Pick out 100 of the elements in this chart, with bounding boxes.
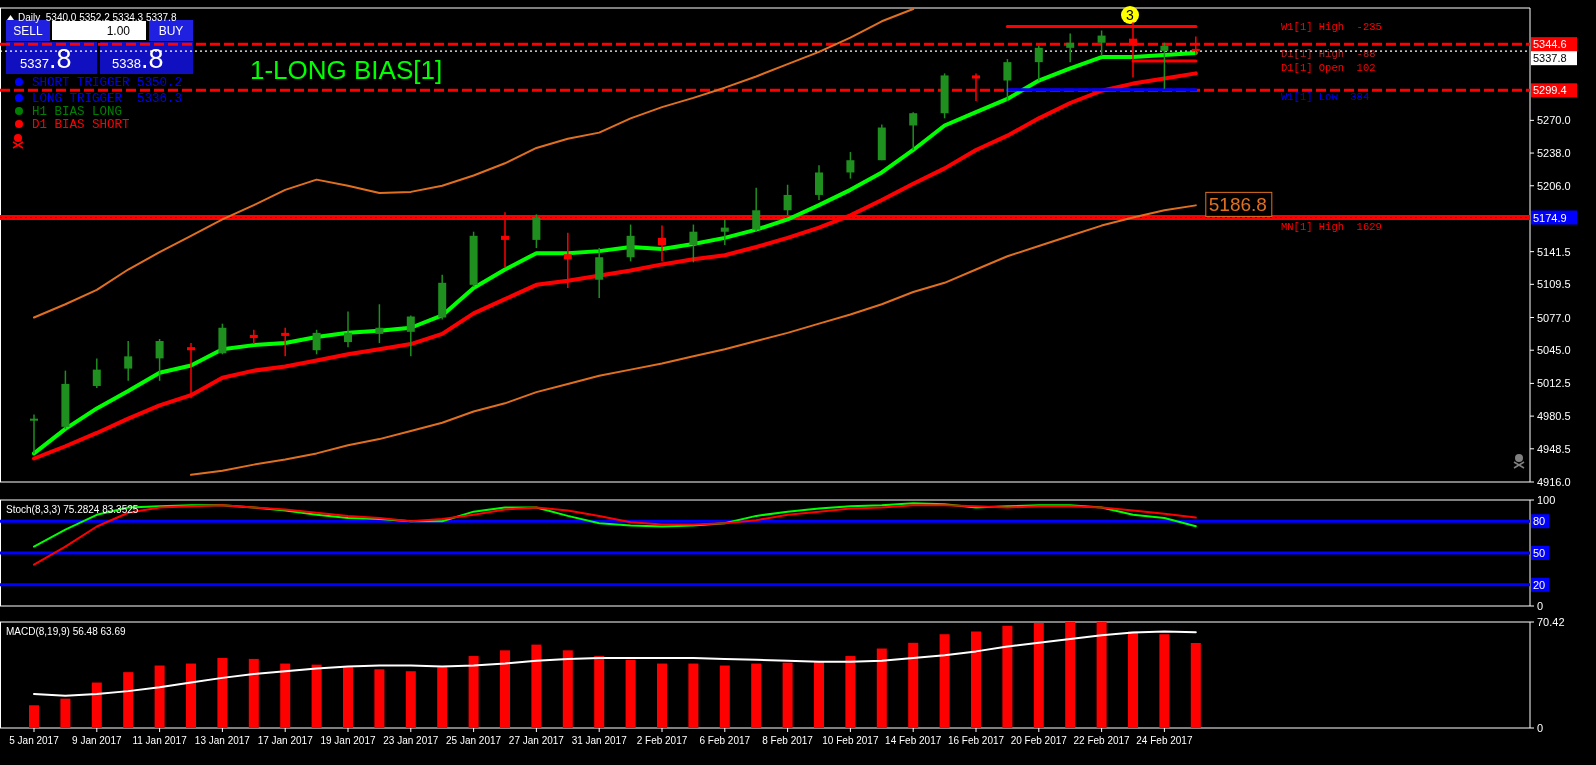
- x-tick-label: 14 Feb 2017: [885, 735, 942, 746]
- bar: [280, 663, 291, 728]
- x-tick-label: 24 Feb 2017: [1136, 735, 1193, 746]
- text: D1[1] Open 102: [1281, 62, 1376, 74]
- bar: [971, 631, 981, 728]
- candlestick: [1160, 41, 1169, 90]
- candlestick: [909, 111, 918, 151]
- bar: [186, 663, 196, 728]
- ref-line-label: 5344.6: [1533, 38, 1567, 51]
- bar: [594, 656, 605, 728]
- candlestick: [249, 329, 258, 345]
- bar: [751, 663, 762, 728]
- y-tick-label: 0: [1537, 600, 1544, 612]
- y-tick-label: 5270.0: [1537, 114, 1571, 127]
- x-tick-label: 13 Jan 2017: [194, 735, 251, 746]
- ref-line-label: 5337.8: [1533, 52, 1567, 65]
- candlestick: [626, 223, 635, 263]
- annotation: 5337.8: [20, 44, 72, 74]
- x-tick-label: 5 Jan 2017: [9, 735, 60, 746]
- x-tick-label: 11 Jan 2017: [132, 735, 188, 746]
- candlestick: [720, 218, 729, 246]
- bar: [782, 662, 793, 728]
- x-tick-label: 27 Jan 2017: [508, 735, 565, 746]
- bar: [343, 667, 353, 728]
- y-tick-label: 5045.0: [1537, 344, 1571, 357]
- y-tick-label: 4916.0: [1537, 476, 1571, 488]
- x-tick-label: 2 Feb 2017: [636, 735, 688, 746]
- text: MN[1] High 1629: [1281, 221, 1382, 233]
- bar: [814, 661, 824, 728]
- annotation: BUY: [158, 24, 184, 38]
- chart-title: MACD(8,19,9) 56.48 63.69: [6, 626, 126, 637]
- bar: [1002, 625, 1013, 728]
- bar: [876, 648, 887, 728]
- annotation: SELL: [13, 24, 43, 38]
- x-tick-label: 19 Jan 2017: [320, 735, 376, 746]
- bar: [531, 644, 542, 728]
- y-tick-label: 5012.5: [1537, 377, 1571, 390]
- x-tick-label: 9 Jan 2017: [72, 735, 122, 746]
- bar: [1190, 642, 1201, 728]
- y-tick-label: 4948.5: [1537, 442, 1571, 455]
- bar: [468, 656, 479, 728]
- candlestick: [92, 357, 101, 389]
- candlestick: [1034, 45, 1043, 82]
- annotation: SHORT TRIGGER 5350.2: [32, 76, 183, 90]
- candlestick: [155, 338, 164, 382]
- y-tick-label: 5077.0: [1537, 311, 1571, 324]
- bar: [311, 664, 322, 728]
- ref-line-label: 50: [1533, 547, 1546, 559]
- candlestick: [815, 164, 823, 201]
- candlestick: [783, 183, 792, 217]
- annotation: 1.00: [106, 24, 131, 38]
- annotation: LONG TRIGGER 5336.3: [32, 92, 183, 106]
- y-tick-label: 0: [1537, 722, 1544, 734]
- annotation: D1 BIAS SHORT: [32, 118, 131, 132]
- y-tick-label: 4980.5: [1537, 410, 1571, 423]
- x-tick-label: 23 Jan 2017: [383, 735, 439, 746]
- y-tick-label: 70.42: [1537, 616, 1565, 628]
- candlestick: [532, 213, 541, 249]
- bar: [154, 665, 165, 728]
- bar: [374, 669, 385, 728]
- annotation: H1 BIAS LONG: [32, 105, 123, 119]
- text: D1[1] High -88: [1281, 48, 1376, 60]
- y-tick-label: 100: [1537, 494, 1556, 506]
- bar: [248, 658, 259, 728]
- candlestick: [1003, 58, 1012, 102]
- ref-line-label: 5299.4: [1533, 84, 1567, 97]
- candlestick: [846, 151, 855, 180]
- bar: [500, 650, 510, 728]
- candlestick: [1097, 29, 1106, 57]
- candlestick: [563, 231, 572, 289]
- bar: [29, 705, 39, 728]
- text: W1[1] High -235: [1281, 21, 1382, 33]
- candlestick: [281, 327, 290, 358]
- x-tick-label: 25 Jan 2017: [446, 735, 502, 746]
- candlestick: [406, 314, 415, 358]
- data-label: 5186.8: [1208, 194, 1267, 216]
- bar: [1128, 631, 1138, 728]
- bar: [562, 650, 573, 728]
- candlestick: [124, 340, 133, 382]
- bar: [688, 663, 699, 728]
- x-tick-label: 31 Jan 2017: [571, 735, 628, 746]
- bar: [908, 642, 919, 728]
- bar: [719, 665, 730, 728]
- bar: [1065, 622, 1076, 728]
- x-tick-label: 17 Jan 2017: [257, 735, 314, 746]
- bar: [1159, 634, 1170, 728]
- candlestick: [30, 413, 38, 455]
- bar: [845, 656, 856, 728]
- x-tick-label: 16 Feb 2017: [947, 735, 1005, 746]
- candlestick: [187, 342, 195, 399]
- bar: [91, 682, 102, 728]
- x-tick-label: 22 Feb 2017: [1073, 735, 1131, 746]
- candlestick: [375, 303, 384, 344]
- line-series: [190, 204, 1197, 476]
- candlestick: [752, 187, 761, 233]
- bar: [60, 698, 71, 728]
- candlestick: [344, 310, 352, 348]
- bar: [217, 658, 228, 728]
- bar: [1033, 622, 1044, 728]
- ref-line-label: 80: [1533, 515, 1546, 528]
